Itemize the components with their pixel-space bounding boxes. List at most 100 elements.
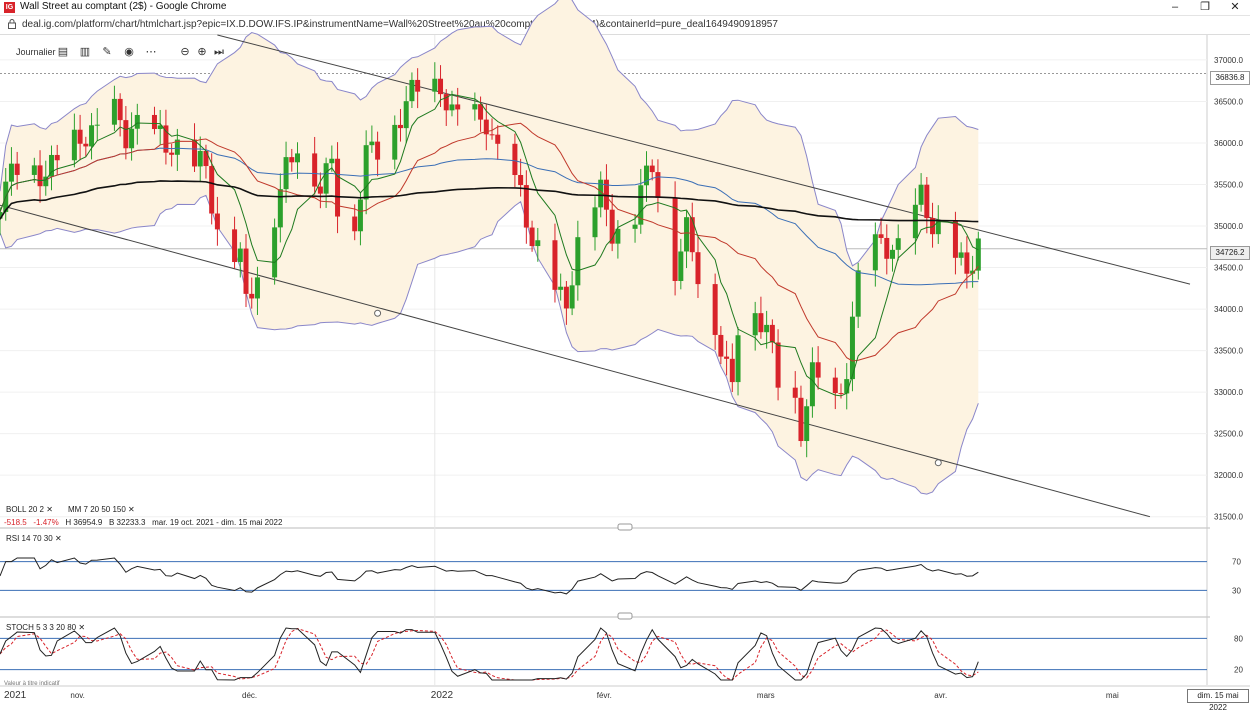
candle-body xyxy=(729,358,735,383)
price-tick-label: 35500.0 xyxy=(1214,180,1243,189)
candle-body xyxy=(930,218,936,235)
candle-body xyxy=(643,165,649,186)
indicative-note: Valeur à titre indicatif xyxy=(4,681,60,687)
price-tick-label: 34500.0 xyxy=(1214,264,1243,273)
boll-label[interactable]: BOLL 20 2 ✕ xyxy=(6,505,53,514)
candle-body xyxy=(169,152,175,155)
candle-body xyxy=(335,158,341,217)
ig-app-icon: IG xyxy=(4,2,15,13)
candle-body xyxy=(415,79,421,92)
candle-body xyxy=(163,125,169,153)
candle-body xyxy=(575,237,581,286)
candle-body xyxy=(718,334,724,357)
candle-body xyxy=(0,211,3,219)
price-tick-label: 35000.0 xyxy=(1214,222,1243,231)
candle-body xyxy=(844,379,850,394)
stoch-level-label: 20 xyxy=(1234,666,1243,675)
candle-body xyxy=(592,207,598,238)
candle-body xyxy=(31,165,37,175)
candle-body xyxy=(884,237,890,259)
candle-body xyxy=(958,252,964,258)
candle-body xyxy=(472,104,478,110)
candle-body xyxy=(249,293,255,299)
price-tick-label: 33000.0 xyxy=(1214,388,1243,397)
rsi-level-label: 30 xyxy=(1232,586,1241,595)
boll-close-icon[interactable]: ✕ xyxy=(46,505,53,514)
rsi-close-icon[interactable]: ✕ xyxy=(54,534,62,543)
candle-body xyxy=(924,184,930,219)
cursor-date-box: dim. 15 mai 2022 xyxy=(1187,689,1249,712)
candle-body xyxy=(443,94,449,111)
trend-line xyxy=(217,34,1191,285)
zoom-out-icon[interactable]: ⊖ xyxy=(180,46,190,58)
candle-body xyxy=(489,134,495,136)
candle-body xyxy=(449,104,455,111)
zoom-in-icon[interactable]: ⊕ xyxy=(197,46,207,58)
mm-label[interactable]: MM 7 20 50 150 ✕ xyxy=(68,505,135,514)
bollinger-upper-band xyxy=(0,0,979,267)
candle-body xyxy=(478,104,484,120)
candle-body xyxy=(43,176,49,187)
candle-body xyxy=(809,362,815,407)
time-tick-label: févr. xyxy=(597,691,612,700)
bollinger-lower-band xyxy=(0,194,979,495)
stoch-close-icon[interactable]: ✕ xyxy=(78,623,86,632)
bar-type-icon[interactable]: ▥ xyxy=(79,46,91,58)
candle-body xyxy=(375,141,381,160)
candle-body xyxy=(357,199,363,232)
time-tick-label: mars xyxy=(757,691,775,700)
date-range: mar. 19 oct. 2021 - dim. 15 mai 2022 xyxy=(152,518,283,527)
candle-body xyxy=(512,143,518,176)
price-tick-label: 37000.0 xyxy=(1214,56,1243,65)
candle-body xyxy=(563,286,569,309)
moving-average-7 xyxy=(0,93,979,397)
candle-body xyxy=(232,229,238,263)
more-icon[interactable]: ⋯ xyxy=(145,46,157,58)
close-button[interactable]: ✕ xyxy=(1230,1,1240,13)
stoch-label[interactable]: STOCH 5 3 3 20 80 ✕ xyxy=(6,623,86,632)
time-tick-label: mai xyxy=(1106,691,1119,700)
candle-body xyxy=(363,145,369,200)
candle-body xyxy=(77,129,83,144)
candle-body xyxy=(598,179,604,208)
low-value: B 32233.3 xyxy=(108,518,146,527)
candle-body xyxy=(129,128,135,149)
candle-body xyxy=(317,186,323,194)
candle-body xyxy=(632,224,638,229)
candle-body xyxy=(352,216,358,232)
rsi-label[interactable]: RSI 14 70 30 ✕ xyxy=(6,534,62,543)
candle-body xyxy=(123,120,129,149)
candle-body xyxy=(970,270,976,274)
price-tick-label: 32000.0 xyxy=(1214,471,1243,480)
minimize-button[interactable]: – xyxy=(1171,1,1179,13)
draw-icon[interactable]: ✎ xyxy=(102,46,112,58)
url-text[interactable]: deal.ig.com/platform/chart/htmlchart.jsp… xyxy=(22,19,778,30)
candle-type-icon[interactable]: ▤ xyxy=(57,46,69,58)
jump-to-end-icon[interactable]: ⏭ xyxy=(214,46,224,58)
chart-toolbar: Journalier ▤ ▥ ✎ ◉ ⋯ ⊖ ⊕ ⏭ xyxy=(0,40,240,64)
time-tick-label: nov. xyxy=(70,691,85,700)
candle-body xyxy=(672,197,678,281)
price-tick-label: 36000.0 xyxy=(1214,139,1243,148)
candle-body xyxy=(735,335,741,383)
rsi-level-label: 70 xyxy=(1232,558,1241,567)
lock-icon xyxy=(8,19,16,29)
trend-line xyxy=(0,204,1151,518)
candle-body xyxy=(689,217,695,253)
candle-body xyxy=(815,362,821,378)
candle-body xyxy=(529,227,535,247)
candle-body xyxy=(792,387,798,398)
candle-body xyxy=(192,139,198,167)
timeframe-selector[interactable]: Journalier xyxy=(16,47,56,57)
moving-average-50 xyxy=(0,147,979,286)
eye-icon[interactable]: ◉ xyxy=(124,46,134,58)
candle-body xyxy=(214,213,220,230)
address-bar[interactable]: deal.ig.com/platform/chart/htmlchart.jsp… xyxy=(0,16,1250,35)
candle-body xyxy=(272,227,278,278)
maximize-button[interactable]: ❐ xyxy=(1200,1,1210,13)
moving-average-20 xyxy=(0,122,979,362)
last-price-box: 34726.2 xyxy=(1210,246,1250,260)
candle-body xyxy=(48,154,54,177)
mm-close-icon[interactable]: ✕ xyxy=(128,505,135,514)
